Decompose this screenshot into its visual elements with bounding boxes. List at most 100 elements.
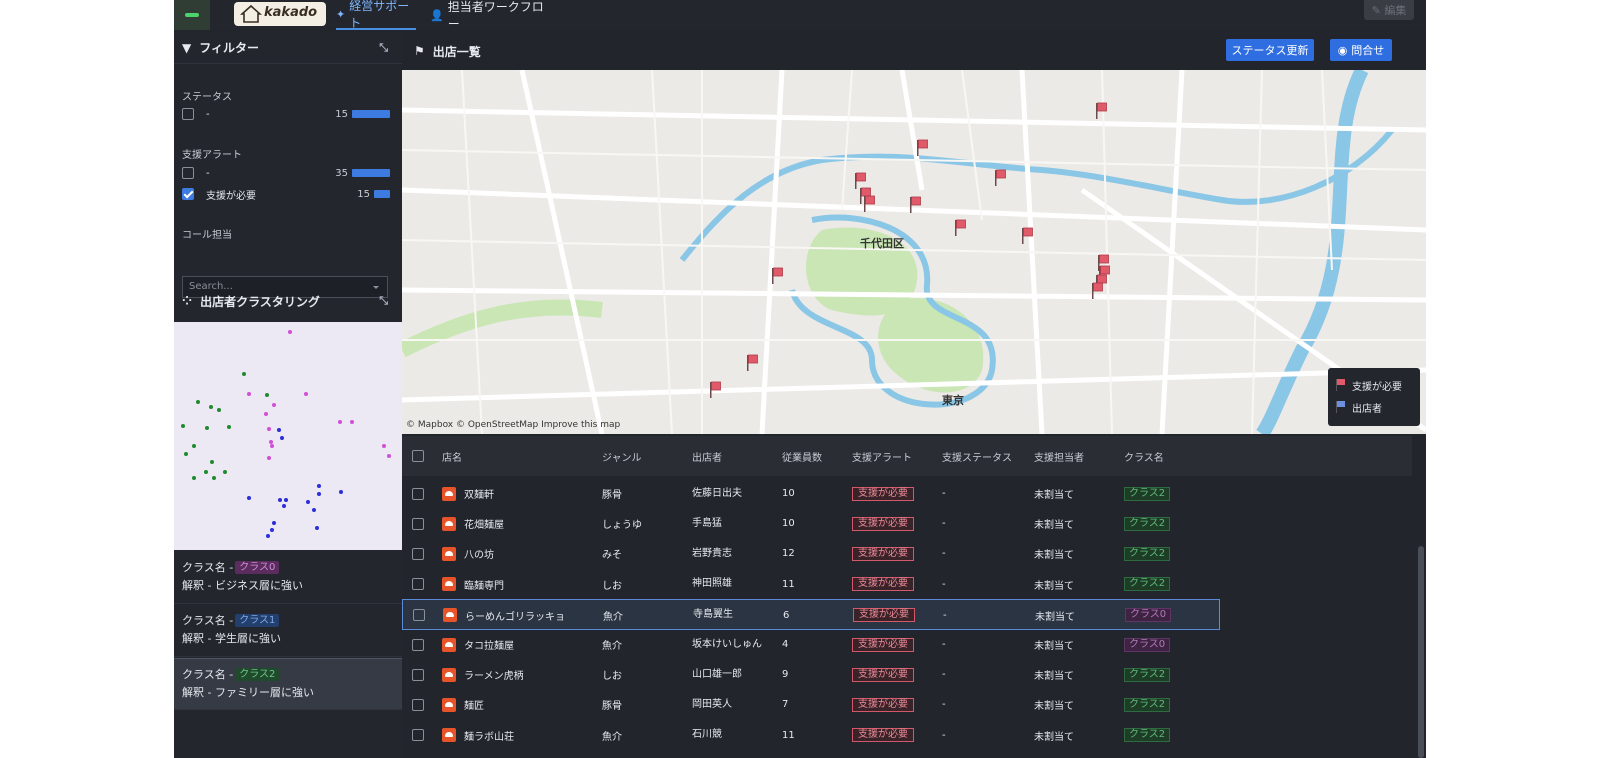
status-filter-option[interactable]: - 15 bbox=[182, 105, 390, 123]
support-needed-flag-icon[interactable] bbox=[772, 267, 783, 284]
support-needed-flag-icon[interactable] bbox=[995, 169, 1006, 186]
table-row[interactable]: 麺ラボ山荘 魚介 石川競 11 支援が必要 - 未割当て クラス2 bbox=[402, 720, 1412, 751]
scatter-point bbox=[350, 420, 354, 424]
col-header-assignee[interactable]: 支援担当者 bbox=[1034, 452, 1084, 464]
alert-badge: 支援が必要 bbox=[852, 516, 914, 531]
assignee-cell: 未割当て bbox=[1034, 550, 1074, 562]
map-view[interactable]: 千代田区 東京 © Mapbox © OpenStreetMap Improve… bbox=[402, 70, 1426, 434]
table-row[interactable]: 八の坊 みそ 岩野貴志 12 支援が必要 - 未割当て クラス2 bbox=[402, 538, 1412, 569]
row-checkbox[interactable] bbox=[412, 668, 424, 681]
table-row[interactable]: 麺匠 豚骨 岡田英人 7 支援が必要 - 未割当て クラス2 bbox=[402, 689, 1412, 720]
red-flag-icon bbox=[1336, 379, 1346, 391]
cluster-card-1[interactable]: クラス名 - クラス1 解釈 - 学生層に強い bbox=[174, 605, 402, 657]
map-legend: 支援が必要 出店者 bbox=[1328, 368, 1420, 426]
genre-cell: しお bbox=[602, 580, 622, 592]
scatter-point bbox=[269, 440, 273, 444]
row-checkbox[interactable] bbox=[412, 547, 424, 560]
alert-cell: 支援が必要 bbox=[852, 569, 914, 600]
shop-name-cell: タコ拉麺屋 bbox=[442, 629, 514, 660]
row-checkbox[interactable] bbox=[412, 698, 424, 711]
row-checkbox[interactable] bbox=[412, 578, 424, 591]
support-needed-flag-icon[interactable] bbox=[955, 219, 966, 236]
scatter-point bbox=[267, 456, 271, 460]
scatter-point bbox=[265, 393, 269, 397]
table-row[interactable]: 臨麺専門 しお 神田照雄 11 支援が必要 - 未割当て クラス2 bbox=[402, 569, 1412, 600]
tab-management-support[interactable]: ✦ 経営サポート bbox=[336, 0, 416, 30]
support-needed-flag-icon[interactable] bbox=[917, 139, 928, 156]
alert-cell: 支援が必要 bbox=[852, 720, 914, 751]
row-checkbox[interactable] bbox=[412, 487, 424, 500]
support-needed-flag-icon[interactable] bbox=[1096, 102, 1107, 119]
class-cell: クラス0 bbox=[1124, 629, 1171, 660]
support-needed-flag-icon[interactable] bbox=[1099, 265, 1110, 282]
support-needed-flag-icon[interactable] bbox=[1022, 227, 1033, 244]
col-header-owner[interactable]: 出店者 bbox=[692, 452, 722, 464]
shop-icon bbox=[442, 577, 456, 592]
shop-icon bbox=[443, 608, 457, 623]
col-header-class[interactable]: クラス名 bbox=[1124, 452, 1164, 464]
edit-button[interactable]: ✎ 編集 bbox=[1364, 0, 1414, 20]
scatter-point bbox=[387, 454, 391, 458]
collapse-icon[interactable]: ⤡ bbox=[379, 41, 388, 54]
table-row[interactable]: らーめんゴリラッキョ 魚介 寺島翼生 6 支援が必要 - 未割当て クラス0 bbox=[402, 598, 1220, 631]
shop-list-header: ⚑ 出店一覧 bbox=[402, 32, 1426, 70]
alert-none-checkbox[interactable] bbox=[182, 167, 194, 179]
col-header-name[interactable]: 店名 bbox=[442, 452, 462, 464]
support-needed-flag-icon[interactable] bbox=[710, 381, 721, 398]
map-canvas bbox=[402, 70, 1426, 434]
scatter-point bbox=[315, 526, 319, 530]
table-row[interactable]: 双麺軒 豚骨 佐藤日出夫 10 支援が必要 - 未割当て クラス2 bbox=[402, 478, 1412, 509]
status-checkbox[interactable] bbox=[182, 108, 194, 120]
cluster-card-0[interactable]: クラス名 - クラス0 解釈 - ビジネス層に強い bbox=[174, 552, 402, 604]
app-window: kakado ✦ 経営サポート 👤 担当者ワークフロー ✎ 編集 ▼ フィルター… bbox=[174, 0, 1426, 758]
genre-cell: しょうゆ bbox=[602, 520, 642, 532]
tab-staff-workflow[interactable]: 👤 担当者ワークフロー bbox=[430, 0, 544, 31]
col-header-status[interactable]: 支援ステータス bbox=[942, 452, 1012, 464]
status-update-button[interactable]: ステータス更新 bbox=[1226, 39, 1314, 61]
menu-toggle-button[interactable] bbox=[174, 0, 210, 30]
col-header-alert[interactable]: 支援アラート bbox=[852, 452, 912, 464]
collapse-icon[interactable]: ⤡ bbox=[379, 294, 388, 307]
support-needed-flag-icon[interactable] bbox=[910, 196, 921, 213]
owner-cell: 寺島翼生 bbox=[693, 609, 733, 621]
table-row[interactable]: 花畑麺屋 しょうゆ 手島猛 10 支援が必要 - 未割当て クラス2 bbox=[402, 508, 1412, 539]
table-row[interactable]: タコ拉麺屋 魚介 坂本けいしゅん 4 支援が必要 - 未割当て クラス0 bbox=[402, 629, 1412, 660]
shop-table: 店名 ジャンル 出店者 従業員数 支援アラート 支援ステータス 支援担当者 クラ… bbox=[402, 436, 1426, 758]
scatter-point bbox=[278, 498, 282, 502]
row-checkbox[interactable] bbox=[413, 609, 425, 622]
assignee-cell: 未割当て bbox=[1034, 701, 1074, 713]
broadcast-icon: ◉ bbox=[1337, 43, 1348, 57]
class-badge: クラス2 bbox=[1124, 728, 1171, 743]
class-cell: クラス2 bbox=[1124, 659, 1171, 690]
alert-filter-option-needed[interactable]: 支援が必要 15 bbox=[182, 185, 390, 203]
caller-search-input[interactable]: Search... bbox=[182, 276, 388, 298]
cluster-card-2[interactable]: クラス名 - クラス2 解釈 - ファミリー層に強い bbox=[174, 658, 402, 710]
select-all-checkbox[interactable] bbox=[412, 450, 424, 462]
table-row[interactable]: ラーメン虎柄 しお 山口雄一郎 9 支援が必要 - 未割当て クラス2 bbox=[402, 659, 1412, 690]
support-needed-flag-icon[interactable] bbox=[1092, 282, 1103, 299]
app-logo[interactable]: kakado bbox=[234, 0, 326, 30]
support-needed-flag-icon[interactable] bbox=[747, 354, 758, 371]
row-checkbox[interactable] bbox=[412, 517, 424, 530]
scatter-point bbox=[264, 412, 268, 416]
scatter-svg bbox=[181, 330, 391, 538]
alert-needed-checkbox[interactable] bbox=[182, 188, 194, 200]
support-needed-flag-icon[interactable] bbox=[1098, 254, 1109, 271]
map-attribution[interactable]: © Mapbox © OpenStreetMap Improve this ma… bbox=[406, 420, 621, 430]
owner-cell: 坂本けいしゅん bbox=[692, 638, 762, 650]
row-checkbox[interactable] bbox=[412, 729, 424, 742]
support-needed-flag-icon[interactable] bbox=[864, 195, 875, 212]
park-strip bbox=[402, 299, 603, 358]
col-header-genre[interactable]: ジャンル bbox=[602, 452, 642, 464]
class-badge: クラス2 bbox=[1124, 546, 1171, 561]
class-badge: クラス0 bbox=[1125, 608, 1172, 623]
table-scrollbar[interactable] bbox=[1418, 546, 1424, 758]
support-needed-flag-icon[interactable] bbox=[855, 172, 866, 189]
contact-button[interactable]: ◉ 問合せ bbox=[1330, 39, 1392, 61]
alert-filter-option-none[interactable]: - 35 bbox=[182, 164, 390, 182]
cluster-scatter-plot[interactable] bbox=[174, 322, 402, 550]
class-cell: クラス0 bbox=[1125, 600, 1172, 631]
col-header-staff[interactable]: 従業員数 bbox=[782, 452, 822, 464]
row-checkbox[interactable] bbox=[412, 638, 424, 651]
house-icon bbox=[240, 4, 262, 23]
